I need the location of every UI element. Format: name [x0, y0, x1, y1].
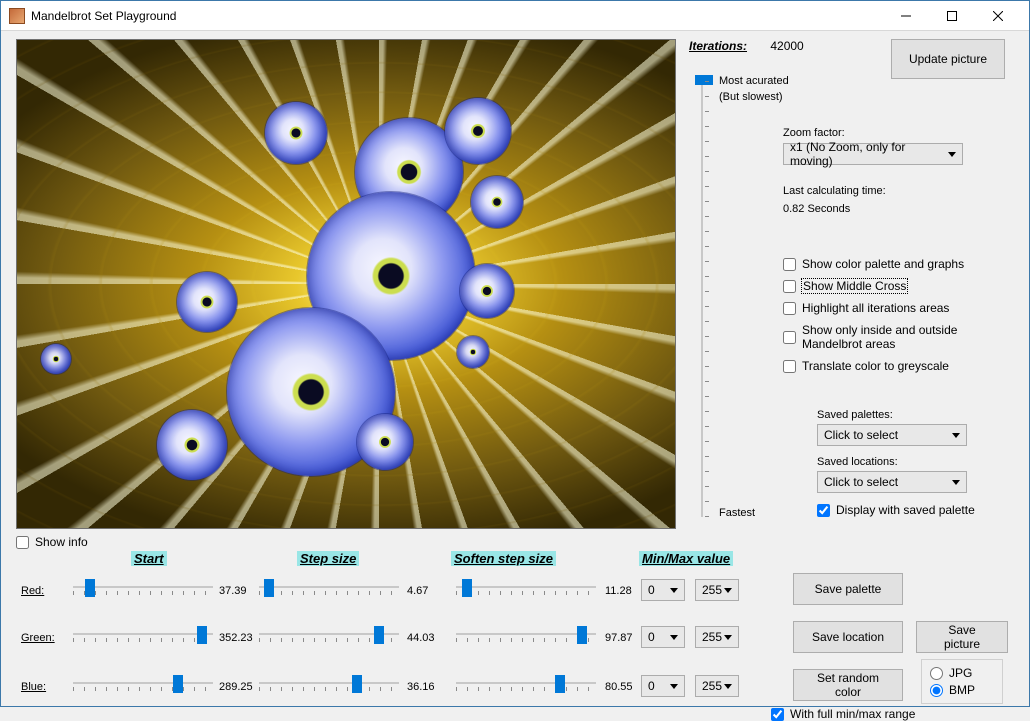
slider-bottom-label: Fastest — [719, 507, 755, 519]
green-max-combo[interactable]: 255 — [695, 626, 739, 648]
green-label: Green: — [21, 632, 55, 644]
green-start-slider[interactable] — [73, 626, 213, 656]
red-soften-slider[interactable] — [456, 579, 596, 609]
calc-time-label: Last calculating time: — [783, 185, 886, 197]
blue-min-combo[interactable]: 0 — [641, 675, 685, 697]
green-min-combo[interactable]: 0 — [641, 626, 685, 648]
iterations-value: 42000 — [770, 39, 803, 53]
check-show-info[interactable]: Show info — [16, 535, 88, 549]
zoom-label: Zoom factor: — [783, 127, 963, 139]
red-step-slider[interactable] — [259, 579, 399, 609]
check-inside-outside[interactable]: Show only inside and outside Mandelbrot … — [783, 323, 1009, 351]
save-location-button[interactable]: Save location — [793, 621, 903, 653]
save-picture-button[interactable]: Save picture — [916, 621, 1008, 653]
format-group: JPG BMP — [921, 659, 1003, 704]
red-step-value: 4.67 — [407, 585, 428, 597]
radio-bmp[interactable]: BMP — [930, 683, 992, 697]
red-max-combo[interactable]: 255 — [695, 579, 739, 601]
saved-locations-label: Saved locations: — [817, 456, 975, 468]
maximize-button[interactable] — [929, 1, 975, 31]
green-start-value: 352.23 — [219, 632, 253, 644]
check-full-range[interactable]: With full min/max range — [771, 707, 915, 721]
window-frame: Mandelbrot Set Playground Iterations: 42… — [0, 0, 1030, 707]
check-middle-cross[interactable]: Show Middle Cross — [783, 279, 1009, 293]
minimize-button[interactable] — [883, 1, 929, 31]
blue-start-slider[interactable] — [73, 675, 213, 705]
saved-block: Saved palettes: Click to select Saved lo… — [817, 409, 975, 517]
blue-step-slider[interactable] — [259, 675, 399, 705]
green-step-slider[interactable] — [259, 626, 399, 656]
blue-step-value: 36.16 — [407, 681, 435, 693]
zoom-combo[interactable]: x1 (No Zoom, only for moving) — [783, 143, 963, 165]
close-button[interactable] — [975, 1, 1021, 31]
save-palette-button[interactable]: Save palette — [793, 573, 903, 605]
display-options: Show color palette and graphs Show Middl… — [783, 257, 1009, 373]
red-soften-value: 11.28 — [605, 585, 632, 597]
blue-soften-value: 80.55 — [605, 681, 633, 693]
header-minmax: Min/Max value — [639, 551, 733, 566]
header-step: Step size — [297, 551, 359, 566]
check-greyscale[interactable]: Translate color to greyscale — [783, 359, 1009, 373]
saved-palettes-label: Saved palettes: — [817, 409, 975, 421]
red-min-combo[interactable]: 0 — [641, 579, 685, 601]
window-title: Mandelbrot Set Playground — [31, 9, 883, 23]
app-icon — [9, 8, 25, 24]
radio-jpg[interactable]: JPG — [930, 666, 992, 680]
calc-time-block: Last calculating time: 0.82 Seconds — [783, 185, 886, 215]
blue-soften-slider[interactable] — [456, 675, 596, 705]
red-start-slider[interactable] — [73, 579, 213, 609]
check-palette-graphs[interactable]: Show color palette and graphs — [783, 257, 1009, 271]
red-start-value: 37.39 — [219, 585, 247, 597]
check-highlight-iterations[interactable]: Highlight all iterations areas — [783, 301, 1009, 315]
update-picture-button[interactable]: Update picture — [891, 39, 1005, 79]
blue-start-value: 289.25 — [219, 681, 253, 693]
check-display-with-palette[interactable]: Display with saved palette — [817, 503, 975, 517]
blue-max-combo[interactable]: 255 — [695, 675, 739, 697]
iterations-label: Iterations: — [689, 39, 747, 53]
right-panel: Iterations: 42000 Update picture Most ac… — [689, 39, 1009, 53]
random-color-button[interactable]: Set random color — [793, 669, 903, 701]
saved-locations-combo[interactable]: Click to select — [817, 471, 967, 493]
blue-label: Blue: — [21, 681, 46, 693]
slider-top-label-1: Most acurated — [719, 75, 789, 87]
saved-palettes-combo[interactable]: Click to select — [817, 424, 967, 446]
header-start: Start — [131, 551, 167, 566]
zoom-block: Zoom factor: x1 (No Zoom, only for movin… — [783, 127, 963, 165]
green-step-value: 44.03 — [407, 632, 435, 644]
titlebar: Mandelbrot Set Playground — [1, 1, 1029, 31]
green-soften-value: 97.87 — [605, 632, 633, 644]
client-area: Iterations: 42000 Update picture Most ac… — [1, 31, 1029, 47]
slider-top-label-2: (But slowest) — [719, 91, 783, 103]
iterations-slider[interactable]: Most acurated (But slowest) Fastest — [693, 75, 735, 521]
green-soften-slider[interactable] — [456, 626, 596, 656]
fractal-canvas[interactable] — [16, 39, 676, 529]
calc-time-value: 0.82 Seconds — [783, 203, 886, 215]
red-label: Red: — [21, 585, 44, 597]
header-soften: Soften step size — [451, 551, 556, 566]
